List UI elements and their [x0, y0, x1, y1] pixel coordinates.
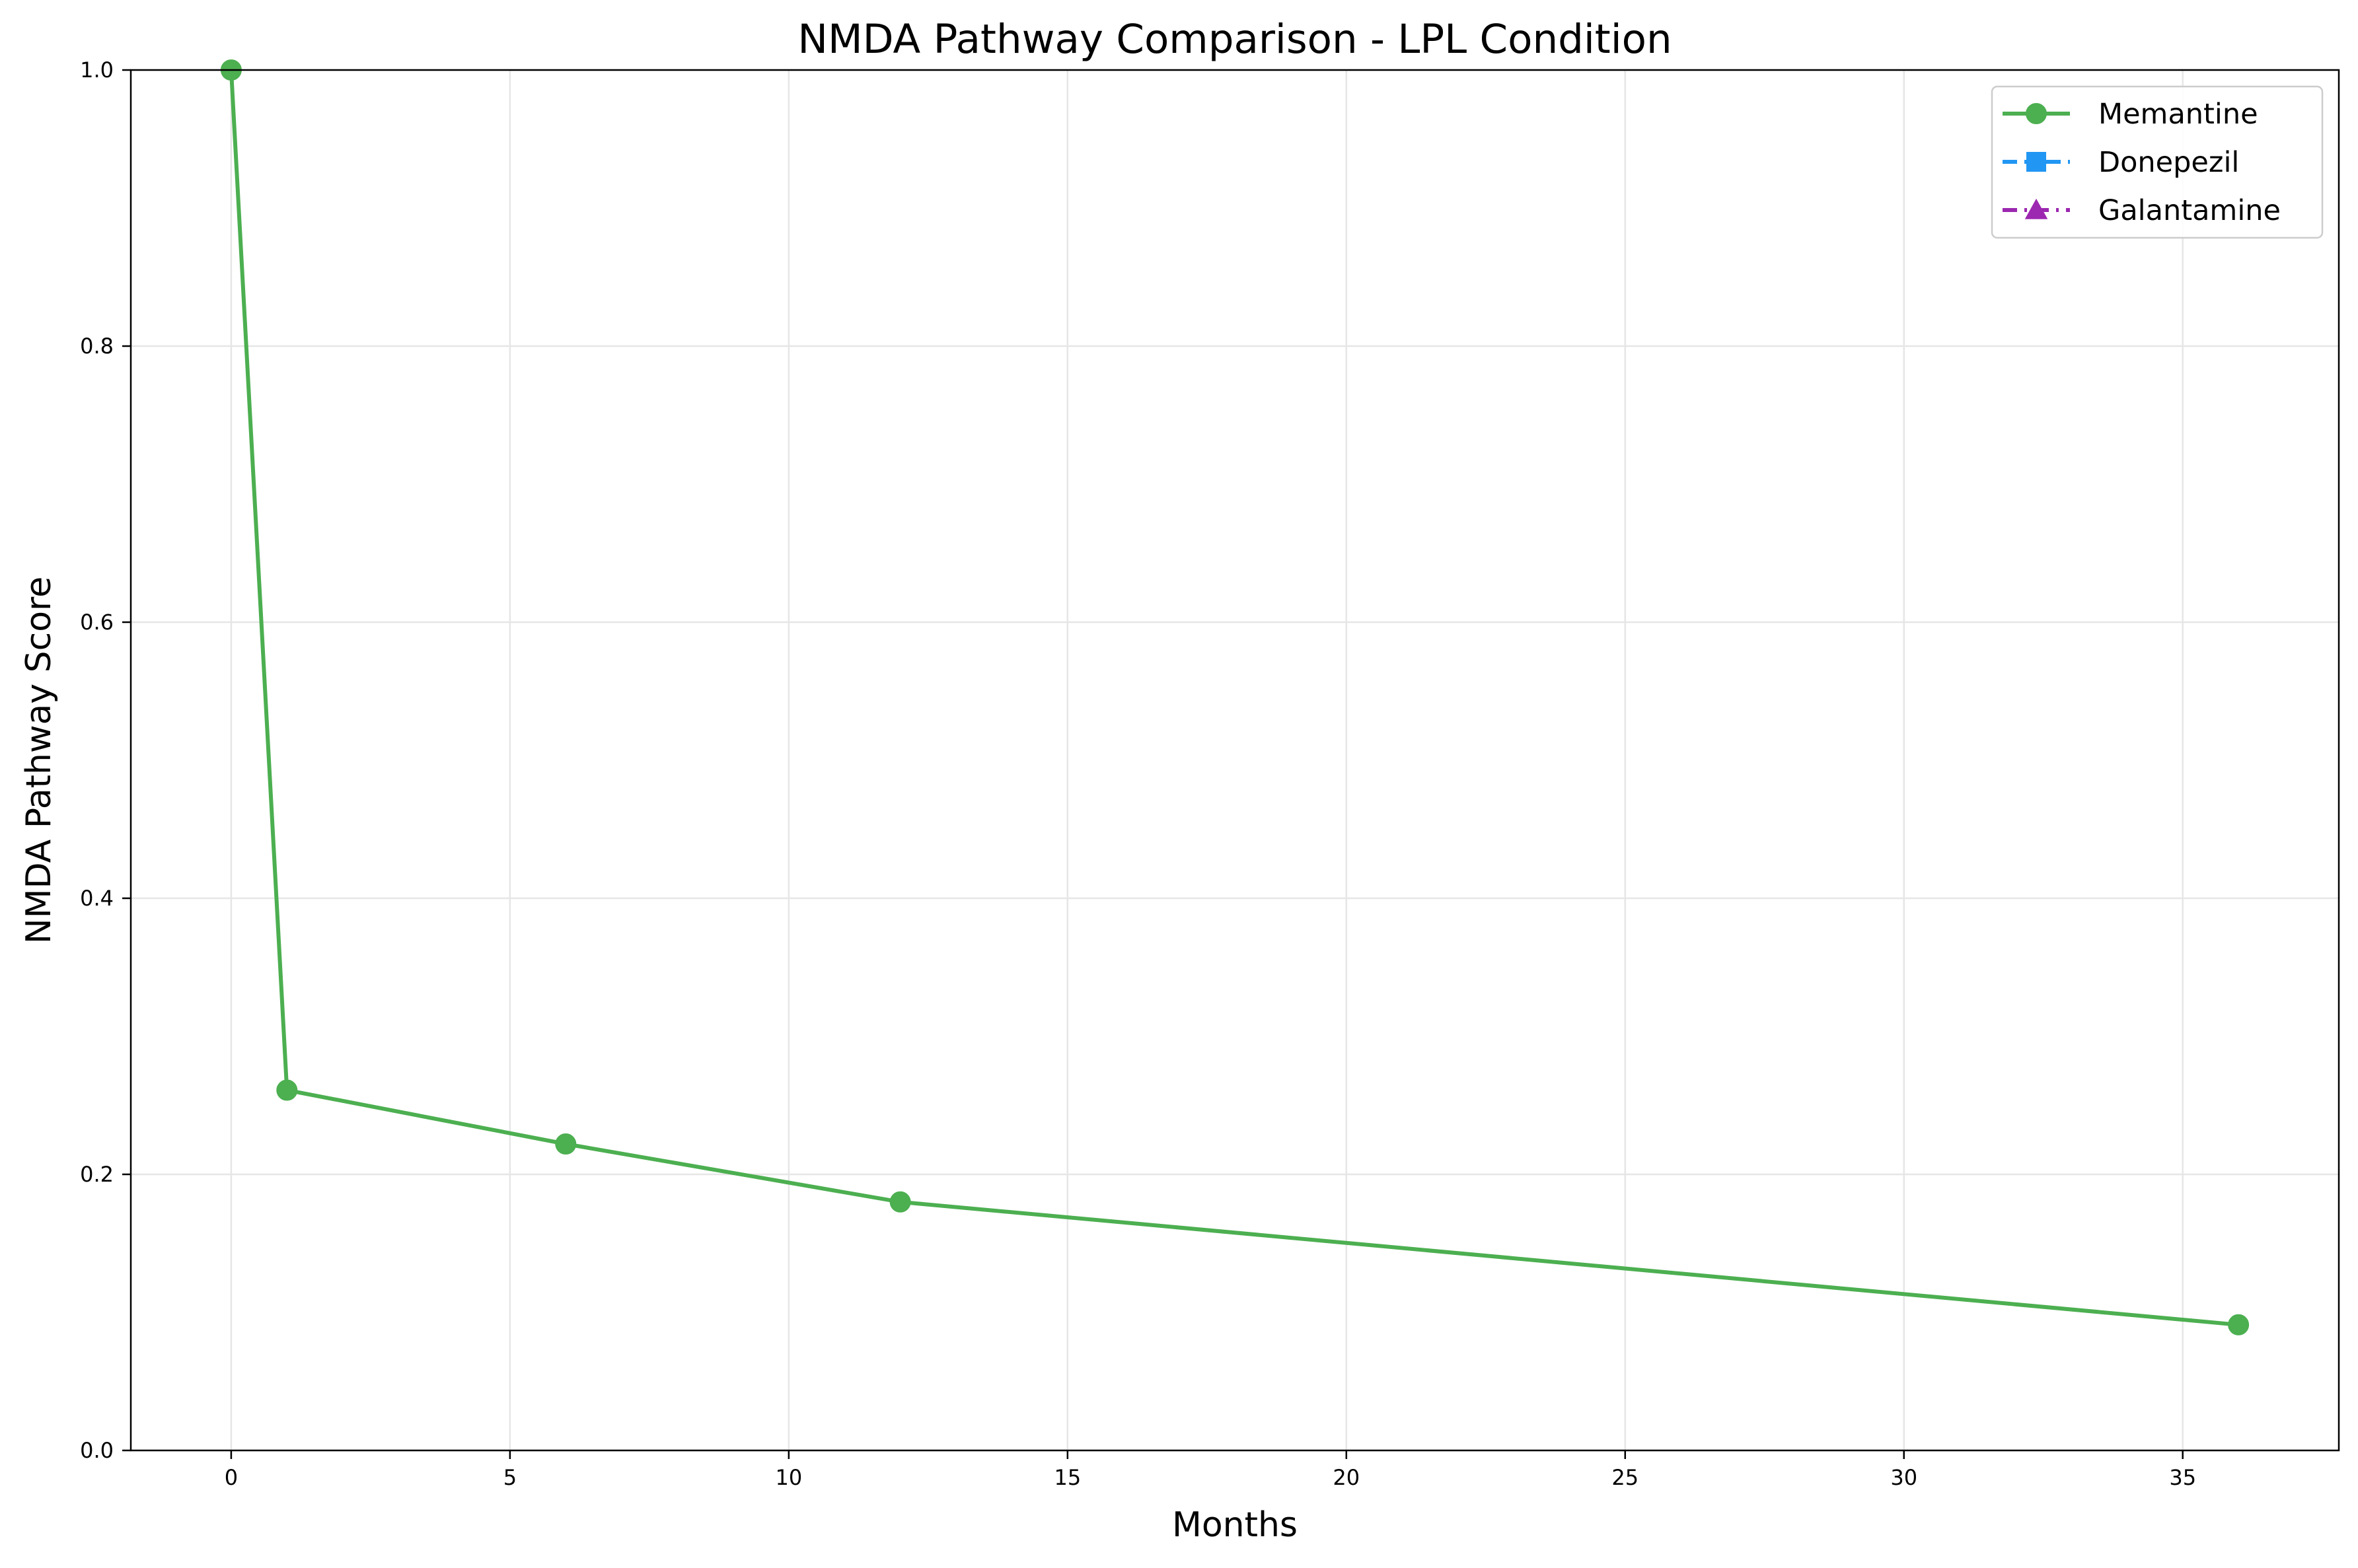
- legend-label: Memantine: [2098, 98, 2258, 131]
- y-axis-label: NMDA Pathway Score: [19, 577, 59, 944]
- legend-marker: [2024, 198, 2048, 219]
- x-tick-label: 35: [2169, 1465, 2196, 1490]
- legend-marker: [2026, 152, 2046, 172]
- data-point: [555, 1133, 577, 1155]
- plot-frame: [129, 69, 2340, 1452]
- x-axis-label: Months: [1172, 1505, 1298, 1545]
- x-tick-label: 5: [503, 1465, 517, 1490]
- legend-marker: [2026, 103, 2047, 124]
- x-tick-label: 10: [775, 1465, 802, 1490]
- x-tick-label: 0: [225, 1465, 238, 1490]
- x-tick-label: 15: [1054, 1465, 1081, 1490]
- axis-ticks: 0 5 10 15 20 25 30 35 0.0 0.2 0.4 0.6 0.8 1.0: [80, 57, 2196, 1490]
- data-point: [276, 1079, 298, 1101]
- y-tick-label: 1.0: [80, 57, 114, 83]
- x-tick-label: 25: [1611, 1465, 1639, 1490]
- data-point: [2228, 1314, 2250, 1336]
- data-point: [889, 1191, 911, 1213]
- legend-label: Donepezil: [2098, 146, 2239, 179]
- chart-title: NMDA Pathway Comparison - LPL Condition: [797, 16, 1672, 63]
- legend-label: Galantamine: [2098, 194, 2281, 227]
- y-tick-label: 0.4: [80, 886, 114, 911]
- legend-box: [1991, 85, 2324, 239]
- y-tick-label: 0.0: [80, 1438, 114, 1463]
- x-tick-label: 30: [1890, 1465, 1917, 1490]
- y-tick-label: 0.2: [80, 1162, 114, 1187]
- legend: Memantine Donepezil Galantamine: [1991, 85, 2324, 239]
- x-tick-label: 20: [1333, 1465, 1360, 1490]
- y-tick-label: 0.8: [80, 334, 114, 359]
- y-tick-label: 0.6: [80, 610, 114, 635]
